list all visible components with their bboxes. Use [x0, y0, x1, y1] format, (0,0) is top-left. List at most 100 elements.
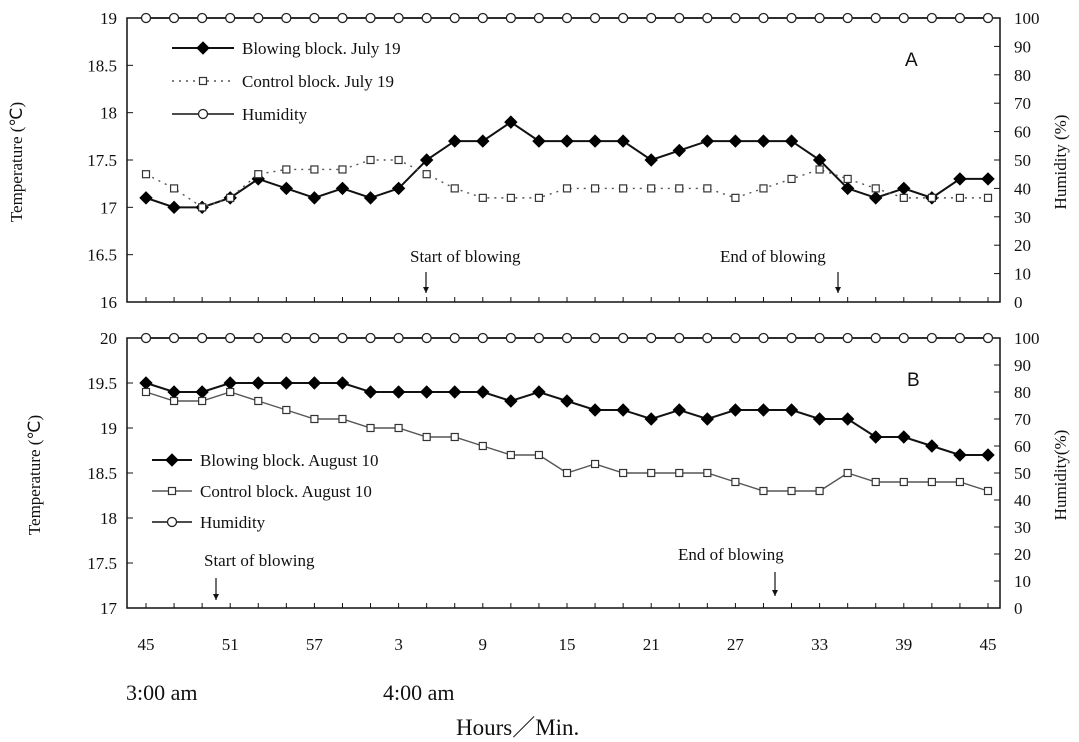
square-point	[226, 193, 235, 202]
x-tick-label: 27	[727, 635, 745, 654]
plot-frame	[126, 17, 1001, 303]
square-point	[534, 193, 544, 202]
panel-label: B	[907, 370, 920, 391]
circle-point	[786, 12, 797, 24]
square-point	[983, 193, 993, 202]
circle-point	[898, 12, 909, 24]
y-axis-label: Temperature (℃)	[25, 415, 44, 535]
square-point	[871, 184, 880, 193]
y-axis-label: Temperature (℃)	[7, 102, 26, 222]
diamond-point	[897, 181, 911, 196]
square-point	[955, 477, 965, 487]
square-point	[927, 193, 936, 202]
y2-tick-label: 60	[1014, 123, 1031, 142]
y2-tick-label: 40	[1014, 179, 1031, 198]
circle-point	[168, 332, 180, 344]
y-tick-label: 17	[100, 198, 118, 217]
y2-tick-label: 30	[1014, 518, 1031, 537]
circle-point	[982, 12, 994, 24]
square-point	[450, 432, 459, 442]
diamond-point	[812, 412, 827, 426]
series-control-block-august-10	[141, 387, 993, 496]
square-point	[394, 423, 403, 433]
diamond-point	[700, 412, 715, 426]
series-line	[145, 382, 988, 456]
diamond-point	[981, 448, 995, 462]
circle-point	[281, 332, 292, 344]
y2-tick-label: 20	[1014, 545, 1031, 564]
x-tick-label: 45	[138, 635, 155, 654]
square-point	[169, 184, 179, 193]
square-point	[141, 387, 151, 397]
y-tick-label: 18.5	[87, 464, 117, 483]
panel-label: A	[905, 50, 918, 71]
annotation-arrow-head	[423, 287, 429, 293]
square-point	[506, 450, 515, 460]
annotation: End of blowing	[720, 247, 841, 293]
y2-axis-label: Humidity (%)	[1051, 115, 1070, 210]
square-point	[843, 174, 852, 184]
series-humidity	[140, 12, 994, 24]
legend-entry: Blowing block. July 19	[172, 39, 401, 58]
square-point	[899, 193, 908, 202]
circle-point	[337, 12, 348, 24]
square-point	[506, 193, 515, 202]
circle-point	[617, 12, 629, 24]
diamond-point	[672, 143, 686, 158]
annotation-arrow-head	[213, 594, 219, 600]
diamond-point	[167, 385, 181, 399]
diamond-point	[869, 430, 883, 444]
y-tick-label: 16	[100, 293, 117, 312]
x-tick-label: 3	[394, 635, 403, 654]
y2-tick-label: 70	[1014, 94, 1031, 113]
diamond-point	[981, 172, 995, 186]
square-point	[338, 414, 347, 424]
diamond-point	[223, 376, 237, 390]
y-tick-label: 16.5	[87, 246, 117, 265]
square-point	[703, 184, 712, 193]
hour-label-3am: 3:00 am	[126, 680, 198, 705]
annotation-label: Start of blowing	[410, 247, 521, 266]
y2-tick-label: 50	[1014, 464, 1031, 483]
circle-point	[449, 332, 460, 344]
diamond-point	[391, 385, 406, 399]
diamond-point	[616, 403, 630, 417]
x-tick-label: 51	[222, 635, 239, 654]
circle-point	[954, 332, 966, 344]
legend-marker	[196, 41, 210, 55]
legend-marker	[197, 108, 209, 120]
circle-point	[702, 12, 713, 24]
circle-point	[954, 12, 966, 24]
circle-point	[926, 12, 938, 24]
legend-marker	[166, 516, 178, 528]
series-blowing-block-august-10	[139, 376, 995, 462]
diamond-point	[616, 134, 630, 148]
diamond-point	[279, 181, 294, 196]
circle-point	[674, 12, 685, 24]
diamond-point	[588, 134, 602, 148]
legend-label: Blowing block. July 19	[242, 39, 401, 58]
legend-label: Control block. August 10	[200, 482, 372, 501]
diamond-point	[419, 153, 434, 167]
series-blowing-block-july-19	[139, 115, 995, 215]
legend-label: Control block. July 19	[242, 72, 394, 91]
panel-b: 17 17.5 18 18.5 19 19.5 20 0 10 20 30 40 50 60 70 80 90 1…	[25, 329, 1070, 618]
square-point	[366, 423, 375, 433]
series-control-block-july-19	[141, 155, 993, 212]
square-point	[647, 184, 656, 193]
diamond-point	[897, 430, 911, 444]
legend-entry: Humidity	[152, 513, 266, 532]
y2-tick-label: 0	[1014, 599, 1023, 618]
circle-point	[842, 12, 853, 24]
square-point	[226, 387, 235, 397]
y2-tick-label: 30	[1014, 208, 1031, 227]
diamond-point	[448, 134, 462, 148]
square-point	[254, 170, 263, 179]
square-point	[366, 155, 375, 165]
diamond-point	[672, 403, 686, 417]
circle-point	[702, 332, 713, 344]
x-tick-label: 39	[895, 635, 912, 654]
square-point	[310, 414, 319, 424]
circle-point	[281, 12, 292, 24]
